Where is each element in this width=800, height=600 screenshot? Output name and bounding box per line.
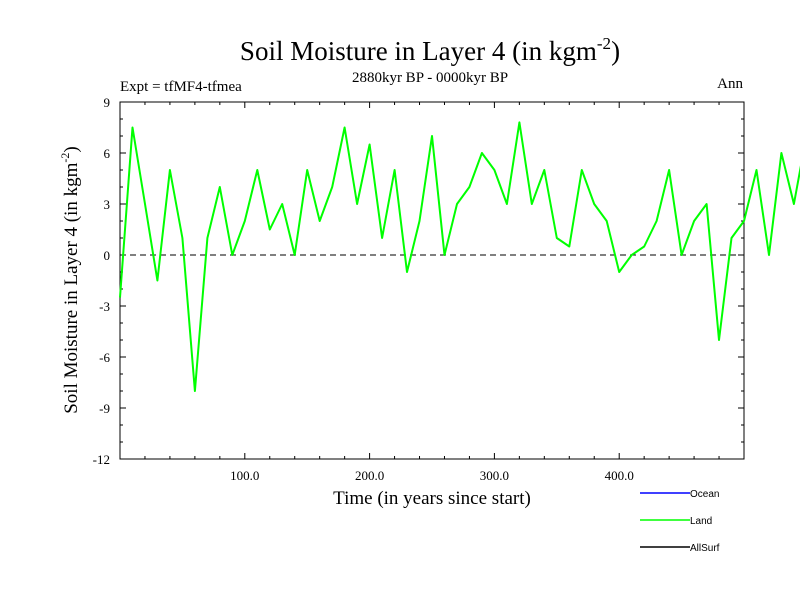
y-tick-label: -6 bbox=[99, 350, 110, 365]
chart-subtitle: 2880kyr BP - 0000kyr BP bbox=[352, 70, 508, 86]
x-axis-label: Time (in years since start) bbox=[333, 488, 531, 509]
y-tick-label: 0 bbox=[104, 248, 111, 263]
x-tick-label: 200.0 bbox=[355, 468, 384, 483]
legend: Ocean Land AllSurf bbox=[640, 489, 720, 554]
legend-label-allsurf: AllSurf bbox=[690, 543, 720, 554]
x-tick-label: 400.0 bbox=[605, 468, 634, 483]
y-tick-label: 3 bbox=[104, 197, 111, 212]
x-tick-label: 300.0 bbox=[480, 468, 509, 483]
y-axis-label: Soil Moisture in Layer 4 (in kgm-2) bbox=[58, 146, 82, 414]
season-label: Ann bbox=[717, 76, 743, 92]
legend-label-land: Land bbox=[690, 516, 712, 527]
series-layer bbox=[119, 121, 800, 392]
y-tick-label: 6 bbox=[104, 146, 111, 161]
y-tick-label: 9 bbox=[104, 95, 111, 110]
expt-label: Expt = tfMF4-tfmea bbox=[120, 79, 242, 95]
y-tick-label: -9 bbox=[99, 401, 110, 416]
chart-title: Soil Moisture in Layer 4 (in kgm-2) bbox=[240, 34, 620, 66]
y-tick-label: -12 bbox=[93, 452, 110, 467]
y-tick-label: -3 bbox=[99, 299, 110, 314]
legend-label-ocean: Ocean bbox=[690, 489, 719, 500]
series-line-land bbox=[119, 121, 800, 392]
axis-ticks: 9 6 3 0 -3 -6 -9 -12 100.0 200.0 300.0 400.0 bbox=[93, 95, 744, 483]
plot-frame bbox=[119, 101, 745, 460]
x-tick-label: 100.0 bbox=[230, 468, 259, 483]
